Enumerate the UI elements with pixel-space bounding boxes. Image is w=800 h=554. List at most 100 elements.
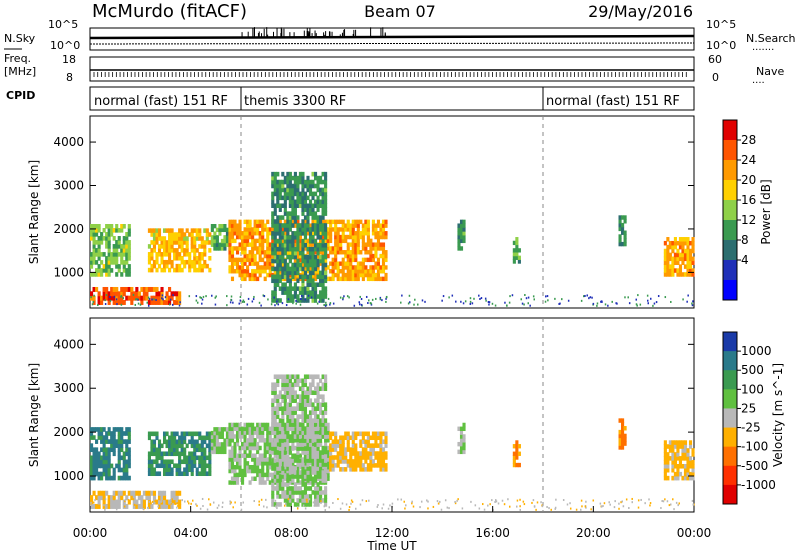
- heatmap-cell: [286, 183, 290, 189]
- heatmap-cell: [311, 454, 315, 459]
- ground-scatter-cell: [664, 498, 666, 501]
- heatmap-cell: [243, 238, 247, 244]
- heatmap-cell: [301, 294, 305, 299]
- heatmap-cell: [293, 426, 297, 432]
- heatmap-cell: [97, 471, 101, 477]
- ground-scatter-cell: [495, 499, 497, 502]
- heatmap-cell: [618, 418, 622, 423]
- heatmap-cell: [251, 445, 255, 451]
- heatmap-cell: [281, 482, 285, 487]
- heatmap-cell: [165, 259, 169, 265]
- heatmap-cell: [228, 434, 232, 439]
- heatmap-cell: [384, 467, 388, 472]
- heatmap-cell: [296, 490, 300, 495]
- heatmap-cell: [326, 227, 330, 232]
- heatmap-cell: [321, 282, 325, 287]
- ground-scatter-cell: [258, 503, 260, 506]
- heatmap-cell: [173, 291, 177, 297]
- heatmap-cell: [303, 498, 308, 503]
- heatmap-cell: [288, 414, 292, 419]
- heatmap-cell: [117, 463, 121, 469]
- heatmap-cell: [381, 246, 386, 251]
- heatmap-cell: [200, 471, 204, 477]
- heatmap-cell: [145, 295, 149, 301]
- heatmap-cell: [298, 386, 302, 392]
- heatmap-cell: [688, 456, 693, 461]
- heatmap-cell: [281, 490, 285, 495]
- heatmap-cell: [258, 257, 262, 263]
- heatmap-cell: [168, 467, 172, 473]
- heatmap-cell: [193, 459, 197, 465]
- ground-scatter-cell: [687, 294, 689, 297]
- heatmap-cell: [200, 463, 204, 469]
- heatmap-cell: [107, 467, 111, 473]
- heatmap-cell: [293, 430, 297, 435]
- heatmap-cell: [127, 455, 131, 461]
- heatmap-cell: [326, 265, 330, 270]
- ground-scatter-cell: [567, 299, 570, 302]
- ground-scatter-cell: [440, 508, 443, 511]
- heatmap-cell: [313, 478, 318, 483]
- heatmap-cell: [268, 272, 272, 278]
- heatmap-cell: [276, 406, 280, 411]
- ground-scatter-cell: [580, 508, 582, 511]
- heatmap-cell: [228, 453, 232, 458]
- heatmap-cell: [283, 211, 287, 216]
- ground-scatter-cell: [546, 505, 548, 508]
- heatmap-cell: [324, 175, 328, 181]
- heatmap-cell: [235, 472, 240, 478]
- heatmap-cell: [241, 476, 245, 481]
- heatmap-cell: [155, 255, 159, 261]
- heatmap-cell: [261, 461, 265, 466]
- heatmap-cell: [246, 461, 250, 466]
- heatmap-cell: [308, 442, 313, 447]
- heatmap-cell: [308, 458, 313, 463]
- heatmap-cell: [266, 227, 270, 232]
- colorbar-swatch: [723, 200, 737, 221]
- heatmap-cell: [145, 286, 149, 292]
- heatmap-cell: [319, 406, 323, 411]
- ground-scatter-cell: [103, 504, 105, 507]
- heatmap-cell: [301, 258, 305, 264]
- ground-scatter-cell: [135, 298, 137, 301]
- ground-scatter-cell: [226, 304, 228, 307]
- heatmap-cell: [462, 238, 466, 244]
- heatmap-cell: [107, 264, 111, 269]
- heatmap-cell: [316, 258, 320, 264]
- heatmap-cell: [286, 462, 290, 467]
- heatmap-cell: [248, 231, 252, 236]
- heatmap-cell: [276, 223, 280, 228]
- heatmap-cell: [162, 263, 167, 269]
- heatmap-cell: [183, 431, 187, 437]
- heatmap-cell: [356, 246, 360, 251]
- heatmap-cell: [263, 441, 267, 447]
- heatmap-cell: [286, 422, 290, 428]
- heatmap-cell: [301, 207, 305, 212]
- heatmap-cell: [369, 443, 373, 448]
- ground-scatter-cell: [115, 508, 118, 511]
- heatmap-cell: [200, 267, 204, 273]
- heatmap-cell: [251, 422, 255, 428]
- heatmap-cell: [127, 252, 131, 257]
- heatmap-cell: [384, 435, 388, 441]
- ground-scatter-cell: [691, 304, 694, 307]
- heatmap-cell: [321, 239, 325, 244]
- heatmap-cell: [313, 254, 318, 260]
- heatmap-cell: [361, 447, 365, 452]
- ground-scatter-cell: [479, 298, 481, 301]
- heatmap-cell: [324, 257, 328, 263]
- heatmap-cell: [371, 265, 375, 270]
- heatmap-cell: [130, 490, 134, 496]
- heatmap-cell: [100, 475, 104, 481]
- heatmap-cell: [298, 453, 302, 458]
- heatmap-cell: [306, 254, 310, 260]
- colorbar-tick-label: 25: [741, 401, 756, 415]
- heatmap-cell: [676, 456, 680, 461]
- heatmap-cell: [241, 234, 245, 240]
- heatmap-cell: [663, 471, 667, 477]
- heatmap-cell: [215, 242, 219, 247]
- heatmap-cell: [621, 418, 625, 423]
- heatmap-cell: [339, 269, 343, 274]
- heatmap-cell: [306, 250, 310, 255]
- heatmap-cell: [258, 223, 262, 228]
